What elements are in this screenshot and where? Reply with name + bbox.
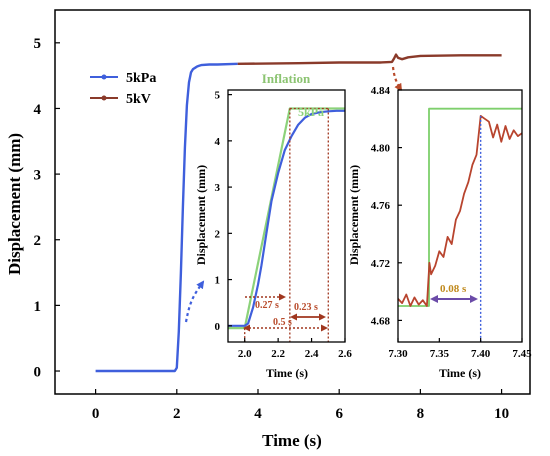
legend-marker-5kv <box>101 95 107 101</box>
main-plot-frame <box>54 9 531 395</box>
inset1-interval-0-5: 0.5 s <box>273 317 292 328</box>
main-y-ticks: 0 1 2 3 4 5 <box>34 36 60 380</box>
inset1-x-tick-label: 2.0 <box>238 348 252 360</box>
main-x-tick-label: 6 <box>335 406 343 422</box>
inset1-y-ticks: 0 1 2 3 4 5 <box>215 90 232 333</box>
zoom-arrow-inflation <box>184 280 205 323</box>
main-series-line-1 <box>237 53 502 65</box>
inset1-interval-markers <box>243 293 328 332</box>
inset1-y-tick-label: 1 <box>215 275 221 287</box>
inset1-x-tick-label: 2.6 <box>338 348 352 360</box>
inset2-y-tick-label: 4.68 <box>371 315 391 327</box>
inset1-series <box>228 107 345 342</box>
inset2-x-axis-label: Time (s) <box>439 366 481 380</box>
inset1-interval-0-23: 0.23 s <box>294 302 318 313</box>
main-y-tick-label: 3 <box>34 168 42 184</box>
inset2-x-tick-label: 7.35 <box>430 348 450 360</box>
inset-inflation: Inflation 0 1 2 3 4 5 2.0 2.2 2.4 2.6 Time (s) D… <box>194 71 352 380</box>
inset2-y-tick-label: 4.80 <box>371 143 391 155</box>
inset1-y-tick-label: 3 <box>215 182 221 194</box>
inset2-series-line-1 <box>397 115 523 307</box>
main-x-tick-label: 0 <box>92 406 100 422</box>
inset2-series <box>397 107 523 342</box>
inset2-x-tick-label: 7.30 <box>388 348 408 360</box>
main-x-tick-label: 10 <box>494 406 509 422</box>
inset2-y-tick-label: 4.72 <box>371 258 391 270</box>
inset2-background <box>398 90 522 342</box>
main-series <box>95 53 502 373</box>
main-y-tick-label: 5 <box>34 36 42 52</box>
inset1-interval-0-27: 0.27 s <box>255 300 279 311</box>
inset2-series-line-0 <box>398 107 522 307</box>
inset1-series-line-0 <box>228 107 345 330</box>
inset2-y-tick-label: 4.76 <box>371 200 391 212</box>
inset1-y-axis-label: Displacement (mm) <box>194 165 208 265</box>
inset1-title: Inflation <box>262 71 311 86</box>
inset2-x-ticks: 7.30 7.35 7.40 7.45 <box>388 338 532 360</box>
main-y-axis-label: Displacement (mm) <box>5 133 24 275</box>
inset2-y-axis-label: Displacement (mm) <box>347 165 361 265</box>
inset2-y-ticks: 4.68 4.72 4.76 4.80 4.84 <box>371 85 402 327</box>
zoom-arrow-voltage <box>391 66 403 92</box>
inset1-y-tick-label: 5 <box>215 90 221 102</box>
inset2-x-tick-label: 7.45 <box>512 348 532 360</box>
inset1-x-axis-label: Time (s) <box>266 366 308 380</box>
inset1-background <box>228 90 345 342</box>
inset2-plot-frame <box>397 89 523 343</box>
legend-label-5kv: 5kV <box>126 92 151 107</box>
inset2-y-tick-label: 4.84 <box>371 85 391 97</box>
main-series-line-0 <box>95 62 238 373</box>
inset1-y-tick-label: 2 <box>215 228 221 240</box>
main-x-tick-label: 2 <box>173 406 181 422</box>
main-legend: 5kPa 5kV <box>90 71 156 107</box>
main-y-tick-label: 2 <box>34 233 42 249</box>
main-x-axis-label: Time (s) <box>262 431 322 450</box>
inset1-series-line-1 <box>228 109 345 327</box>
inset2-x-tick-label: 7.40 <box>471 348 491 360</box>
inset1-x-ticks: 2.0 2.2 2.4 2.6 <box>238 338 352 360</box>
inset1-x-tick-label: 2.2 <box>271 348 285 360</box>
legend-label-5kpa: 5kPa <box>126 71 156 86</box>
main-y-tick-label: 1 <box>34 299 42 315</box>
inset1-y-tick-label: 0 <box>215 321 221 333</box>
inset1-x-tick-label: 2.4 <box>305 348 319 360</box>
main-y-tick-label: 0 <box>34 364 42 380</box>
main-x-tick-label: 8 <box>417 406 425 422</box>
main-x-tick-label: 4 <box>254 406 262 422</box>
main-x-ticks: 0 2 4 6 8 10 <box>92 389 509 422</box>
inset1-y-tick-label: 4 <box>215 136 221 148</box>
inset1-plot-frame <box>227 89 346 343</box>
inset-voltage: 4.68 4.72 4.76 4.80 4.84 7.30 7.35 7.40 7.45 Ti… <box>347 85 532 380</box>
legend-marker-5kpa <box>101 74 107 80</box>
main-y-tick-label: 4 <box>34 102 42 118</box>
inset1-5kpa-label: 5kPa <box>298 105 324 119</box>
inset2-interval-0-08: 0.08 s <box>440 283 467 295</box>
